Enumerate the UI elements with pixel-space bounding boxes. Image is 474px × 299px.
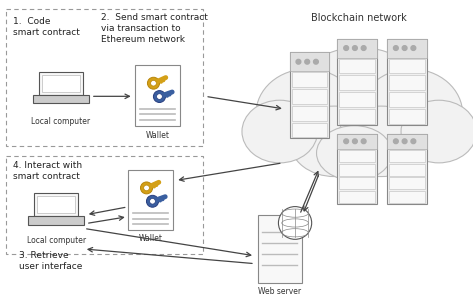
FancyBboxPatch shape (337, 134, 377, 204)
Circle shape (344, 46, 348, 51)
FancyBboxPatch shape (339, 191, 375, 203)
FancyBboxPatch shape (42, 75, 80, 91)
Circle shape (313, 60, 319, 64)
FancyBboxPatch shape (387, 134, 427, 204)
Circle shape (140, 182, 153, 194)
Bar (6, 156, 203, 254)
Circle shape (156, 94, 162, 99)
Text: 1.  Code
smart contract: 1. Code smart contract (13, 17, 80, 37)
FancyBboxPatch shape (290, 52, 329, 71)
FancyBboxPatch shape (337, 39, 377, 57)
Circle shape (402, 46, 407, 51)
Text: Local computer: Local computer (27, 236, 86, 245)
Circle shape (146, 195, 158, 207)
FancyBboxPatch shape (337, 39, 377, 125)
FancyBboxPatch shape (389, 92, 425, 107)
FancyBboxPatch shape (339, 150, 375, 162)
Ellipse shape (359, 69, 463, 159)
FancyBboxPatch shape (339, 178, 375, 189)
Ellipse shape (290, 47, 429, 161)
Text: 2.  Send smart contract
via transaction to
Ethereum network: 2. Send smart contract via transaction t… (101, 13, 208, 44)
Text: 3. Retrieve
user interface: 3. Retrieve user interface (19, 251, 82, 271)
FancyBboxPatch shape (292, 89, 328, 104)
Ellipse shape (317, 126, 392, 181)
FancyBboxPatch shape (33, 94, 89, 103)
FancyBboxPatch shape (292, 72, 328, 87)
Text: Blockchain network: Blockchain network (311, 13, 407, 23)
FancyBboxPatch shape (389, 109, 425, 124)
Circle shape (147, 77, 160, 89)
Ellipse shape (401, 100, 474, 163)
Text: 4. Interact with
smart contract: 4. Interact with smart contract (13, 161, 82, 181)
Circle shape (393, 46, 398, 51)
FancyBboxPatch shape (128, 170, 173, 231)
FancyBboxPatch shape (389, 75, 425, 90)
FancyBboxPatch shape (339, 92, 375, 107)
FancyBboxPatch shape (339, 75, 375, 90)
Ellipse shape (290, 106, 379, 177)
FancyBboxPatch shape (339, 59, 375, 73)
Circle shape (305, 60, 310, 64)
Ellipse shape (242, 100, 318, 163)
Text: Wallet: Wallet (138, 234, 163, 243)
FancyBboxPatch shape (387, 39, 427, 125)
Circle shape (278, 207, 312, 239)
Circle shape (154, 91, 165, 103)
FancyBboxPatch shape (339, 109, 375, 124)
FancyBboxPatch shape (389, 178, 425, 189)
Circle shape (411, 139, 416, 144)
FancyBboxPatch shape (34, 193, 78, 216)
Circle shape (151, 80, 156, 86)
Circle shape (344, 139, 348, 144)
Circle shape (144, 185, 149, 191)
Circle shape (393, 139, 398, 144)
FancyBboxPatch shape (135, 65, 180, 126)
FancyBboxPatch shape (387, 134, 427, 149)
FancyBboxPatch shape (292, 106, 328, 120)
Text: Local computer: Local computer (31, 117, 91, 126)
FancyBboxPatch shape (389, 164, 425, 176)
Circle shape (353, 46, 357, 51)
FancyBboxPatch shape (28, 216, 84, 225)
Bar (6, 9, 203, 146)
Circle shape (361, 139, 366, 144)
Text: Wallet: Wallet (146, 131, 170, 140)
FancyBboxPatch shape (37, 196, 75, 213)
Circle shape (150, 199, 155, 204)
Ellipse shape (337, 106, 426, 177)
FancyBboxPatch shape (292, 123, 328, 138)
FancyBboxPatch shape (387, 39, 427, 57)
Circle shape (296, 60, 301, 64)
Circle shape (411, 46, 416, 51)
Circle shape (361, 46, 366, 51)
FancyBboxPatch shape (339, 164, 375, 176)
FancyBboxPatch shape (337, 134, 377, 149)
Circle shape (353, 139, 357, 144)
Circle shape (402, 139, 407, 144)
Text: Web server: Web server (258, 287, 301, 296)
FancyBboxPatch shape (39, 72, 83, 94)
FancyBboxPatch shape (389, 191, 425, 203)
FancyBboxPatch shape (258, 215, 301, 283)
FancyBboxPatch shape (389, 150, 425, 162)
Ellipse shape (256, 69, 359, 159)
FancyBboxPatch shape (389, 59, 425, 73)
FancyBboxPatch shape (290, 52, 329, 138)
